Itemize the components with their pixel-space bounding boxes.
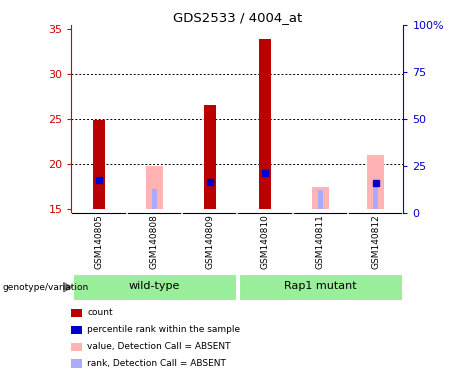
Text: wild-type: wild-type — [129, 281, 180, 291]
Text: value, Detection Call = ABSENT: value, Detection Call = ABSENT — [87, 342, 230, 351]
Bar — [373, 184, 378, 209]
Bar — [312, 187, 329, 209]
Bar — [239, 274, 402, 300]
Bar — [367, 155, 384, 209]
Text: percentile rank within the sample: percentile rank within the sample — [87, 325, 240, 334]
Text: GSM140812: GSM140812 — [371, 215, 380, 269]
Text: count: count — [87, 308, 113, 318]
Text: genotype/variation: genotype/variation — [2, 283, 89, 292]
Text: rank, Detection Call = ABSENT: rank, Detection Call = ABSENT — [87, 359, 226, 368]
Text: GSM140808: GSM140808 — [150, 215, 159, 269]
Bar — [93, 120, 105, 209]
Text: GSM140805: GSM140805 — [95, 215, 104, 269]
Text: Rap1 mutant: Rap1 mutant — [284, 281, 357, 291]
Bar — [152, 189, 157, 209]
Bar — [204, 105, 216, 209]
Text: GSM140811: GSM140811 — [316, 215, 325, 269]
Text: GSM140810: GSM140810 — [260, 215, 270, 269]
Title: GDS2533 / 4004_at: GDS2533 / 4004_at — [173, 11, 302, 24]
Bar — [318, 190, 323, 209]
Bar — [259, 39, 271, 209]
Bar — [73, 274, 236, 300]
Text: GSM140809: GSM140809 — [205, 215, 214, 269]
Bar — [146, 166, 163, 209]
